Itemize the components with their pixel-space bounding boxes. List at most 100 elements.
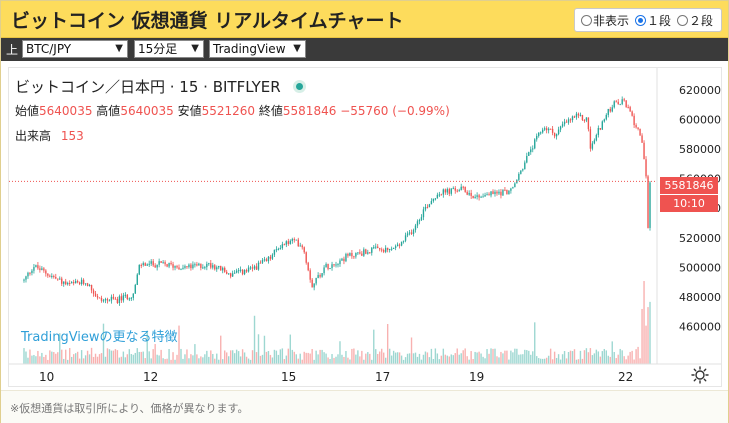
- candle-body: [585, 117, 588, 121]
- volume-bar: [456, 348, 458, 364]
- candle-body: [635, 125, 637, 128]
- provider-select[interactable]: TradingView ▼: [209, 40, 306, 58]
- candle-body: [450, 188, 452, 194]
- volume-bar: [424, 351, 427, 364]
- volume-bar: [454, 353, 456, 364]
- candle-body: [307, 262, 309, 271]
- candle-body: [92, 290, 95, 294]
- candle-body: [39, 268, 41, 270]
- volume-bar: [144, 358, 146, 364]
- volume-bar: [247, 358, 250, 364]
- chart-area[interactable]: 4600000480000050000005200000540000056000…: [8, 67, 722, 387]
- volume-bar: [369, 353, 371, 364]
- volume-bar: [635, 349, 637, 364]
- volume-bar: [128, 349, 131, 364]
- candle-body: [420, 217, 423, 220]
- candle-body: [555, 134, 558, 137]
- volume-bar: [174, 359, 176, 364]
- radio-double[interactable]: [676, 14, 688, 26]
- pair-select[interactable]: BTC/JPY ▼: [22, 40, 128, 58]
- candle-body: [643, 142, 645, 160]
- volume-bar: [468, 359, 470, 364]
- volume-bar: [339, 341, 341, 364]
- volume-bar: [538, 358, 540, 364]
- candle-body: [351, 253, 353, 257]
- change-value: −55760 (−0.99%): [340, 104, 450, 118]
- candle-body: [404, 235, 407, 241]
- volume-bar: [518, 354, 520, 364]
- volume-bar: [607, 355, 609, 364]
- candle-body: [428, 204, 431, 208]
- candle-body: [392, 247, 395, 249]
- radio-hidden[interactable]: [580, 14, 592, 26]
- interval-select[interactable]: 15分足 ▼: [134, 40, 204, 58]
- candle-body: [65, 281, 67, 285]
- volume-bar: [289, 334, 291, 364]
- volume-bar: [587, 352, 590, 364]
- volume-bar: [172, 352, 174, 364]
- volume-bar: [224, 350, 226, 364]
- volume-bar: [37, 350, 39, 364]
- volume-bar: [524, 349, 526, 364]
- volume-bar: [492, 348, 494, 364]
- volume-bar: [110, 350, 113, 364]
- close-label: 終値: [258, 104, 283, 118]
- provider-select-value: TradingView: [213, 42, 286, 56]
- volume-bar: [553, 351, 556, 364]
- candle-body: [541, 129, 544, 133]
- price-tick-label: 4800000: [679, 291, 722, 304]
- candle-body: [100, 298, 103, 301]
- candle-body: [186, 266, 188, 268]
- volume-bar: [629, 351, 631, 364]
- volume-bar: [257, 334, 260, 364]
- volume-bar: [261, 354, 264, 364]
- candle-body: [128, 298, 131, 300]
- volume-bar: [138, 351, 140, 364]
- candle-body: [200, 263, 202, 268]
- volume-bar: [464, 348, 466, 364]
- volume-bar: [70, 356, 73, 364]
- candle-body: [355, 253, 357, 257]
- candle-body: [37, 265, 39, 269]
- volume-bar: [130, 354, 133, 364]
- volume-bar: [450, 354, 452, 364]
- volume-bar: [460, 353, 462, 364]
- candle-body: [398, 244, 401, 246]
- time-tick-label: 22: [618, 370, 633, 384]
- candle-body: [339, 260, 341, 265]
- radio-single[interactable]: [634, 14, 646, 26]
- volume-bar: [134, 352, 136, 364]
- candle-body: [303, 247, 305, 253]
- candle-body: [49, 275, 51, 277]
- candle-body: [589, 129, 592, 149]
- mode-option-double[interactable]: ２段: [674, 12, 713, 29]
- price-chart[interactable]: 4600000480000050000005200000540000056000…: [9, 68, 722, 387]
- close-value: 5581846: [282, 104, 337, 118]
- volume-bar: [404, 357, 407, 364]
- volume-bar: [88, 354, 91, 364]
- volume-bar: [502, 353, 504, 364]
- mode-option-hidden[interactable]: 非表示: [578, 12, 629, 29]
- symbol-text: ビットコイン／日本円 · 15 · BITFLYER: [15, 78, 281, 96]
- volume-bar: [478, 351, 480, 364]
- tradingview-features-link[interactable]: TradingViewの更なる特徴: [21, 330, 178, 345]
- candle-body: [337, 264, 339, 266]
- candle-body: [406, 233, 409, 236]
- volume-bar: [323, 352, 325, 364]
- chevron-down-icon: ▼: [115, 43, 123, 54]
- volume-bar: [575, 359, 578, 364]
- volume-bar: [160, 349, 162, 364]
- candle-body: [613, 101, 615, 108]
- candle-body: [182, 267, 184, 269]
- sun-gear-icon[interactable]: [691, 366, 709, 384]
- time-tick-label: 15: [281, 370, 296, 384]
- mode-option-single[interactable]: １段: [632, 12, 671, 29]
- volume-bar: [430, 348, 433, 364]
- volume-bar: [206, 350, 208, 364]
- volume-bar: [303, 351, 305, 364]
- candle-body: [112, 296, 115, 299]
- candle-body: [293, 239, 295, 241]
- candle-body: [621, 99, 623, 105]
- candle-body: [416, 221, 419, 226]
- volume-bar: [386, 323, 389, 364]
